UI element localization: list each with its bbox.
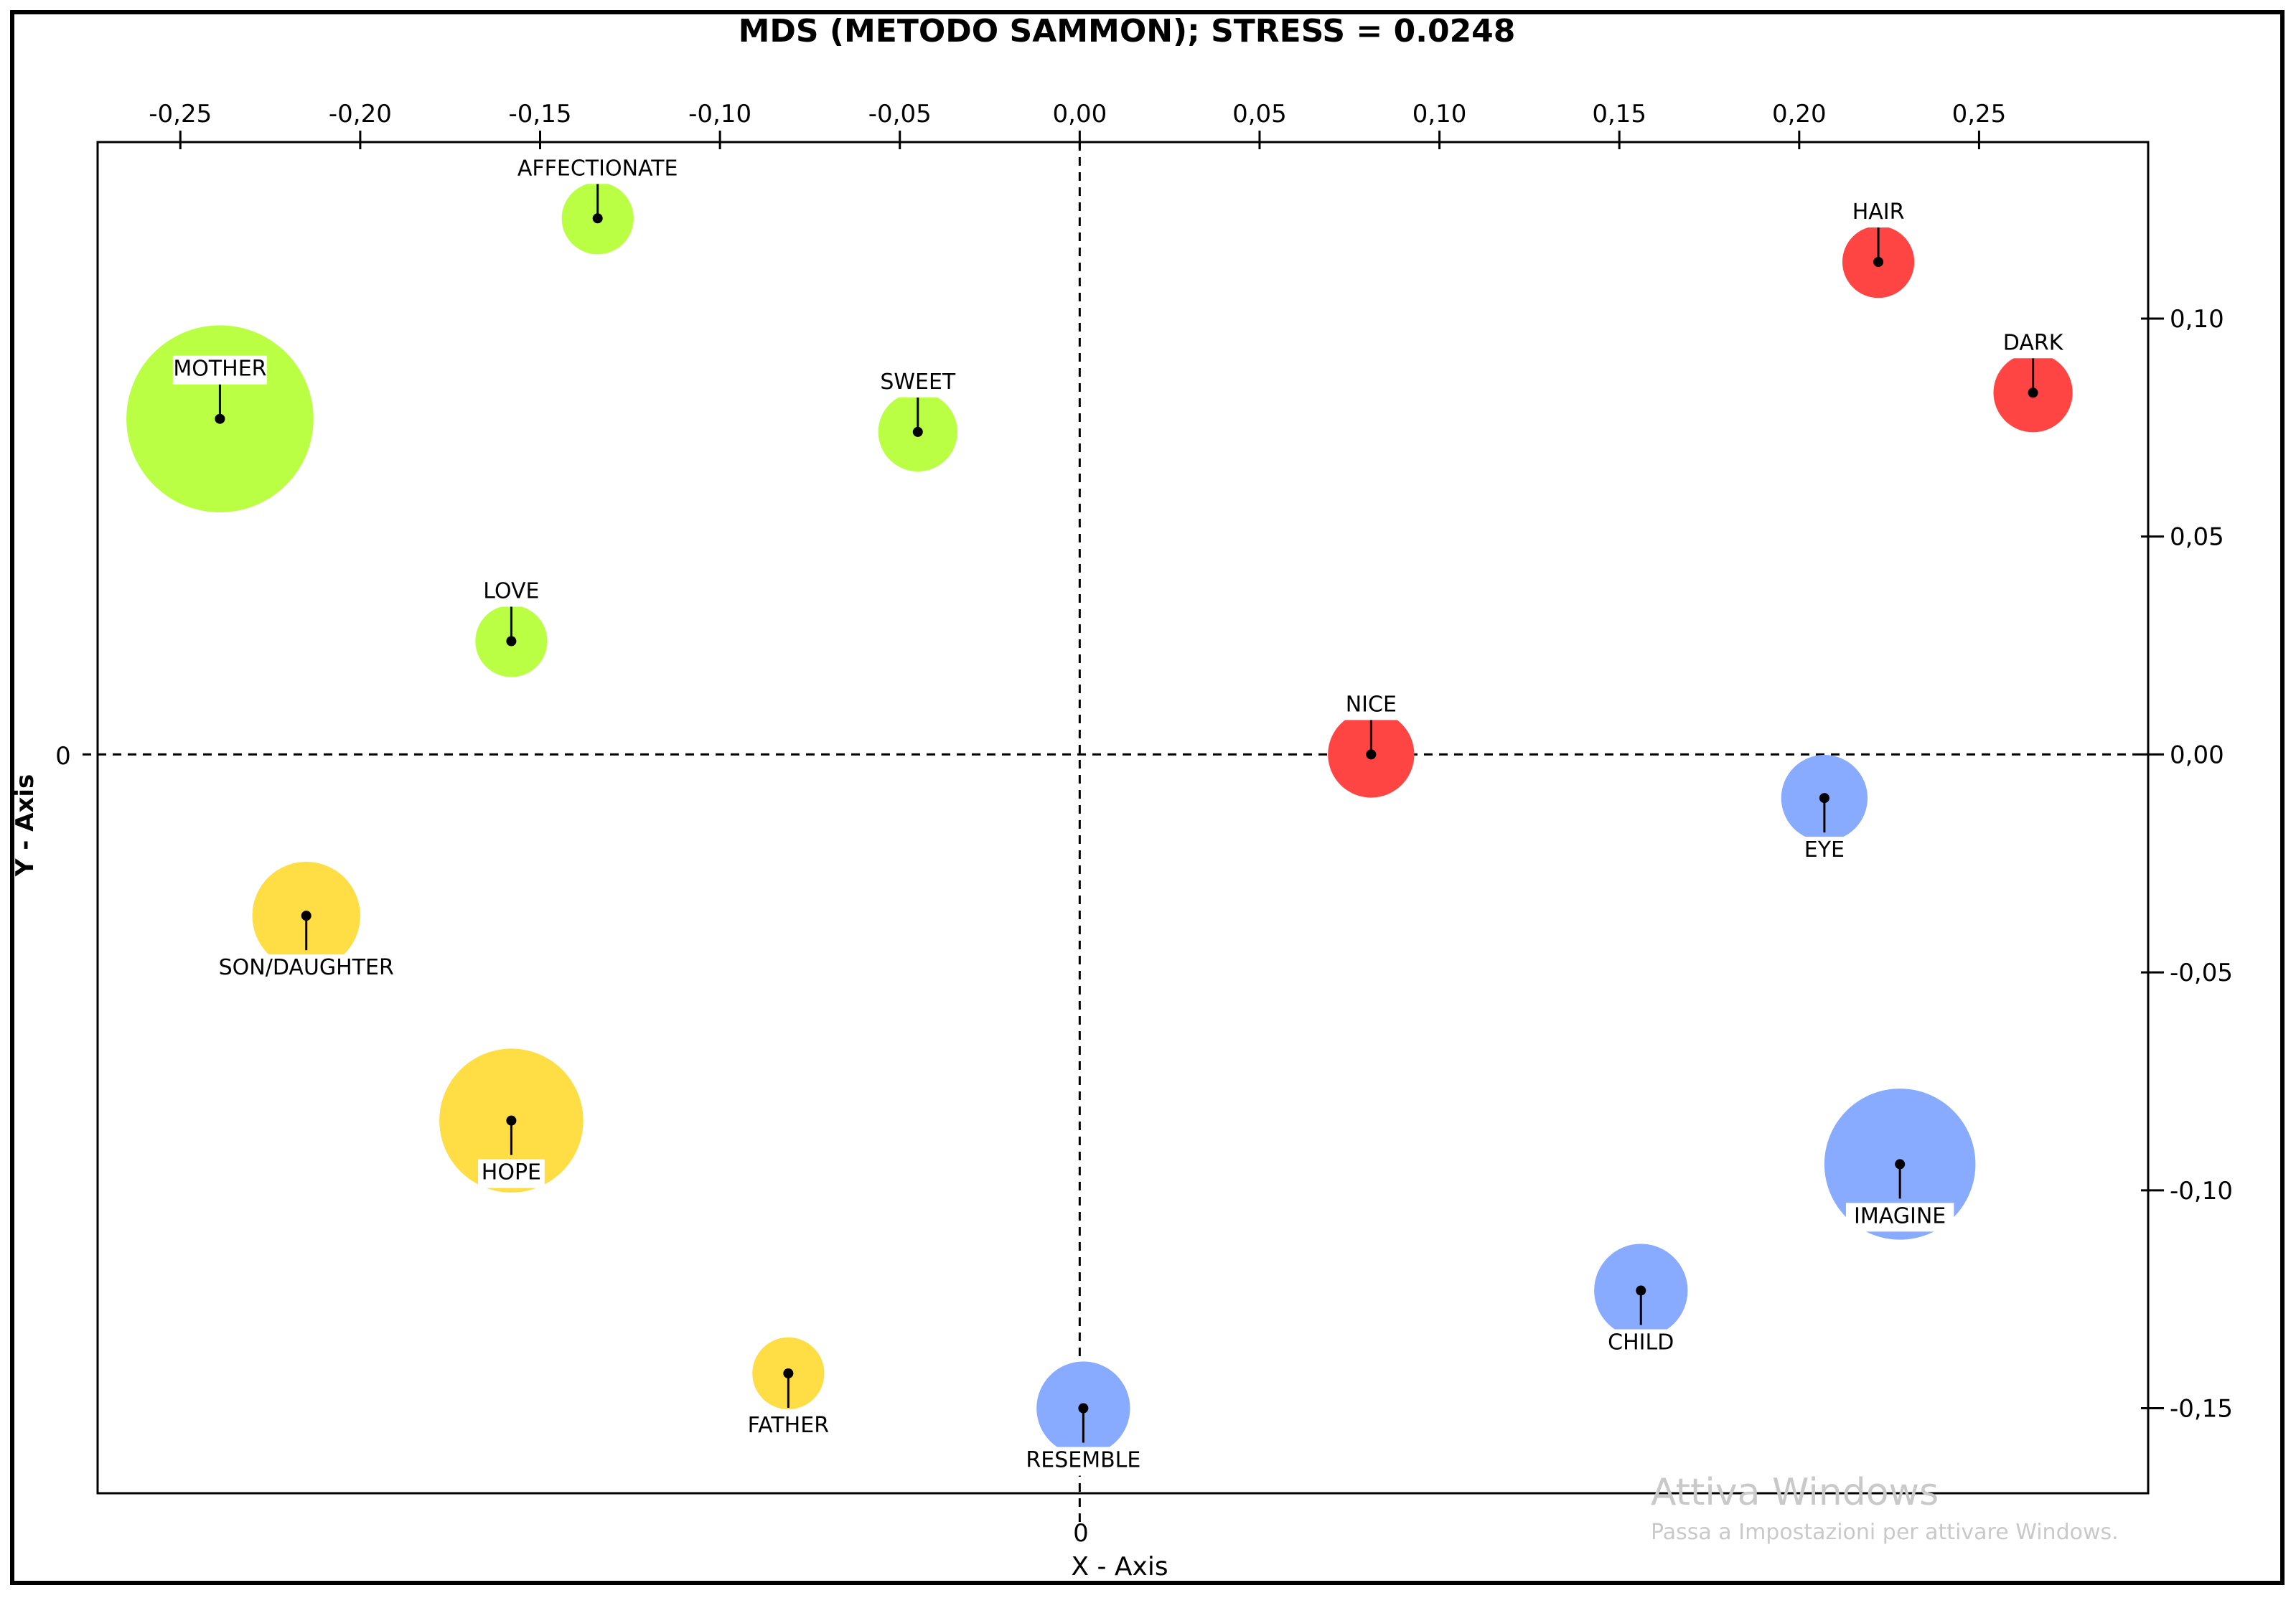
point-label-background xyxy=(1845,199,1912,228)
chart-title: MDS (METODO SAMMON); STRESS = 0.0248 xyxy=(739,13,1516,50)
point-dot xyxy=(592,213,603,224)
x-tick-label: 0,10 xyxy=(1412,100,1467,128)
point-label-background xyxy=(741,1411,835,1441)
windows-activation-watermark: Attiva Windows Passa a Impostazioni per … xyxy=(1651,1471,2282,1545)
point-group: CHILD xyxy=(1594,1244,1688,1358)
point-label: IMAGINE xyxy=(1854,1203,1946,1228)
points-layer: AFFECTIONATE MOTHER SWEET LOVE HAIR DARK NICE S… xyxy=(126,155,2073,1476)
x-tick-label: -0,10 xyxy=(688,100,751,128)
point-group: RESEMBLE xyxy=(1022,1361,1145,1476)
point-group: SON/DAUGHTER xyxy=(217,861,395,984)
x-tick-label: -0,05 xyxy=(868,100,932,128)
y-tick-label: 0,10 xyxy=(2170,305,2224,334)
x-tick-label: 0,25 xyxy=(1952,100,2007,128)
point-dot xyxy=(783,1368,794,1378)
y-tick-label: -0,10 xyxy=(2170,1177,2233,1205)
plot-area xyxy=(96,141,2150,1495)
point-dot xyxy=(2028,387,2038,398)
point-label: SWEET xyxy=(880,370,956,395)
point-label: EYE xyxy=(1804,837,1845,863)
point-dot xyxy=(1819,793,1829,804)
point-label-background xyxy=(1798,837,1851,866)
point-dot xyxy=(1873,257,1884,268)
point-label-background xyxy=(877,368,958,398)
point-group: SWEET xyxy=(877,368,958,472)
point-group: HOPE xyxy=(439,1048,584,1193)
x-axis-title: X - Axis xyxy=(1071,1552,1168,1581)
point-group: NICE xyxy=(1328,691,1415,798)
y-axis-title: Y - Axis xyxy=(11,774,39,878)
point-dot xyxy=(1078,1403,1089,1414)
point-group: AFFECTIONATE xyxy=(509,155,686,255)
point-dot xyxy=(1366,749,1377,760)
watermark-title: Attiva Windows xyxy=(1651,1471,1939,1514)
point-label-background xyxy=(172,355,268,385)
point-label: NICE xyxy=(1346,692,1397,717)
x-tick-label: 0,00 xyxy=(1053,100,1107,128)
point-label: LOVE xyxy=(483,578,539,603)
y-tick-label: 0,05 xyxy=(2170,523,2224,552)
point-group: LOVE xyxy=(475,578,548,677)
point-label: FATHER xyxy=(748,1413,829,1438)
point-label: RESEMBLE xyxy=(1026,1448,1140,1473)
x-tick-label: -0,15 xyxy=(509,100,572,128)
point-label-background xyxy=(478,1159,545,1188)
y-origin-label: 0 xyxy=(55,742,71,771)
point-group: DARK xyxy=(1993,329,2073,433)
y-tick-label: -0,05 xyxy=(2170,959,2233,987)
point-dot xyxy=(506,1115,517,1126)
point-label: AFFECTIONATE xyxy=(517,156,678,181)
point-label-background xyxy=(1022,1447,1145,1476)
point-label: DARK xyxy=(2003,330,2064,355)
x-tick-label: -0,25 xyxy=(149,100,212,128)
x-tick-label: 0,15 xyxy=(1592,100,1646,128)
point-label-background xyxy=(509,155,686,184)
point-dot xyxy=(912,426,923,437)
point-dot xyxy=(1636,1285,1646,1296)
point-dot xyxy=(1895,1159,1906,1170)
point-group: MOTHER xyxy=(126,325,314,513)
point-label-background xyxy=(2000,329,2067,359)
point-label: HAIR xyxy=(1852,199,1905,225)
point-group: EYE xyxy=(1781,755,1868,866)
x-origin-label: 0 xyxy=(1073,1519,1089,1548)
y-tick-label: -0,15 xyxy=(2170,1395,2233,1424)
point-label: MOTHER xyxy=(173,357,266,382)
watermark-subtitle: Passa a Impostazioni per attivare Window… xyxy=(1651,1520,2119,1545)
x-tick-label: 0,05 xyxy=(1232,100,1287,128)
y-tick-label: 0,00 xyxy=(2170,741,2224,769)
x-tick-label: -0,20 xyxy=(329,100,392,128)
point-label-background xyxy=(1337,691,1405,720)
axes-layer: -0,25 -0,20 -0,15 -0,10 -0,05 0,00 0,05 0,10 0,1… xyxy=(83,100,2233,1522)
point-label: CHILD xyxy=(1608,1330,1674,1355)
point-dot xyxy=(215,413,225,424)
point-dot xyxy=(301,911,311,921)
x-tick-label: 0,20 xyxy=(1772,100,1827,128)
point-label-background xyxy=(478,578,545,607)
point-label-background xyxy=(217,954,395,984)
point-group: FATHER xyxy=(741,1337,835,1441)
point-group: IMAGINE xyxy=(1824,1089,1976,1240)
point-label-background xyxy=(1845,1203,1954,1232)
point-label-background xyxy=(1601,1329,1682,1358)
point-label: SON/DAUGHTER xyxy=(219,955,394,980)
point-dot xyxy=(506,636,517,647)
point-label: HOPE xyxy=(482,1160,541,1185)
point-group: HAIR xyxy=(1842,199,1915,299)
